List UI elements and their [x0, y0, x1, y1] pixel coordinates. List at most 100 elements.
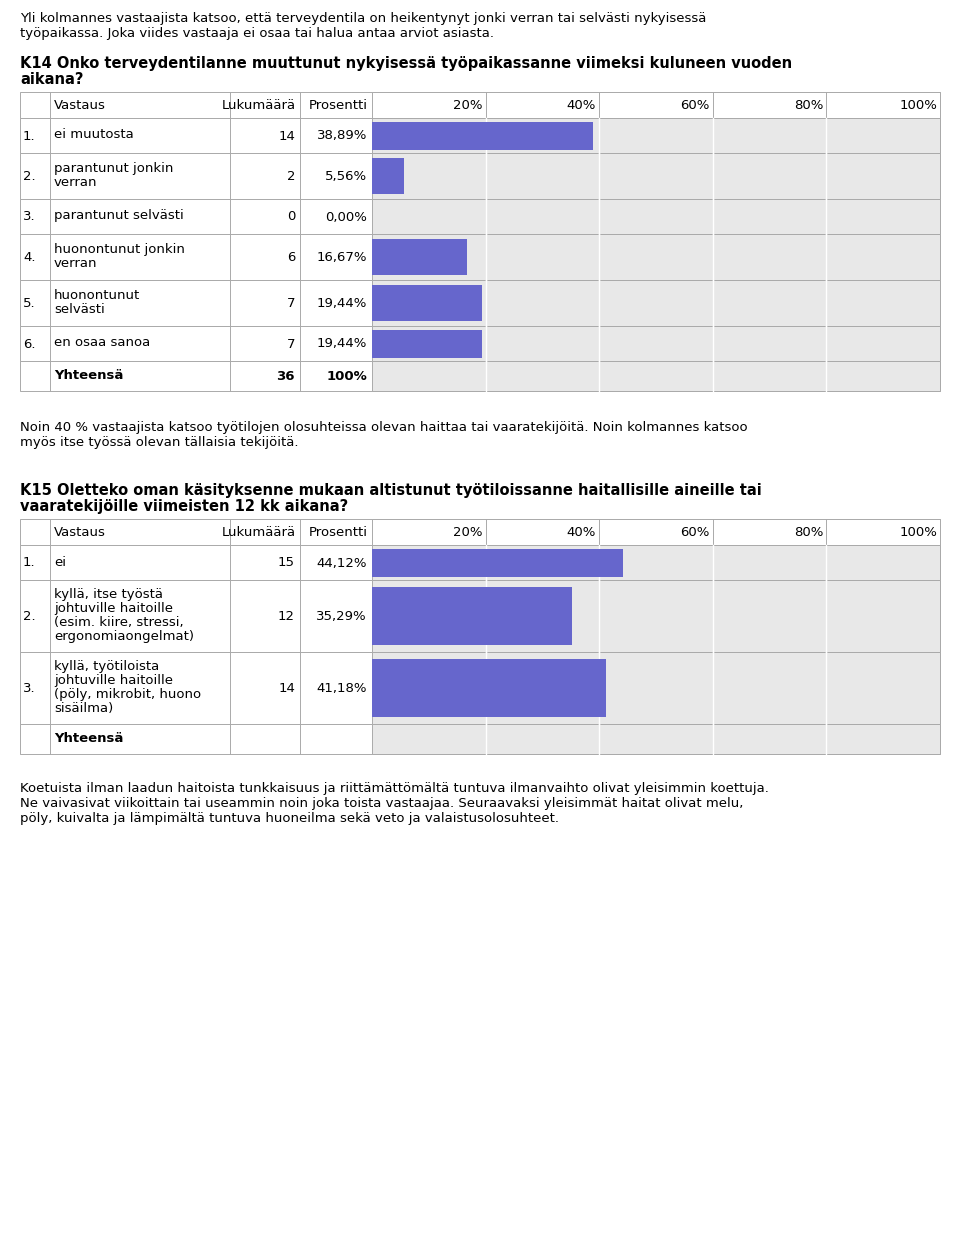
Text: aikana?: aikana?	[20, 72, 84, 86]
Text: 100%: 100%	[326, 370, 367, 383]
Text: Lukumäärä: Lukumäärä	[222, 526, 296, 538]
Text: K14 Onko terveydentilanne muuttunut nykyisessä työpaikassanne viimeksi kuluneen : K14 Onko terveydentilanne muuttunut nyky…	[20, 56, 792, 70]
Text: kyllä, työtiloista: kyllä, työtiloista	[54, 659, 159, 673]
Bar	[20, 326, 940, 361]
Bar	[372, 545, 940, 580]
Text: 60%: 60%	[681, 526, 709, 538]
Text: 14: 14	[278, 682, 295, 695]
Text: sisäilma): sisäilma)	[54, 701, 113, 715]
Bar	[372, 330, 483, 357]
Text: 4.: 4.	[23, 251, 36, 264]
Bar	[372, 652, 940, 724]
Text: 1.: 1.	[23, 130, 36, 142]
Bar	[372, 361, 940, 391]
Text: 16,67%: 16,67%	[317, 251, 367, 264]
Text: 0: 0	[287, 210, 295, 224]
Text: 41,18%: 41,18%	[317, 682, 367, 695]
Text: 3.: 3.	[23, 210, 36, 224]
Text: 44,12%: 44,12%	[317, 557, 367, 569]
Bar	[372, 519, 940, 545]
Text: 12: 12	[278, 610, 295, 622]
Text: 100%: 100%	[900, 99, 937, 112]
Bar	[372, 121, 593, 149]
Bar	[372, 659, 606, 716]
Text: 2: 2	[286, 170, 295, 183]
Text: K15 Oletteko oman käsityksenne mukaan altistunut työtiloissanne haitallisille ai: K15 Oletteko oman käsityksenne mukaan al…	[20, 483, 761, 498]
Text: 35,29%: 35,29%	[317, 610, 367, 622]
Text: selvästi: selvästi	[54, 303, 105, 316]
Text: Yhteensä: Yhteensä	[54, 732, 124, 745]
Text: 6.: 6.	[23, 337, 36, 351]
Text: 36: 36	[276, 370, 295, 383]
Text: verran: verran	[54, 177, 98, 189]
Text: 1.: 1.	[23, 557, 36, 569]
Text: 40%: 40%	[566, 99, 596, 112]
Bar	[20, 724, 940, 755]
Text: 40%: 40%	[566, 526, 596, 538]
Text: (esim. kiire, stressi,: (esim. kiire, stressi,	[54, 616, 183, 629]
Text: parantunut jonkin: parantunut jonkin	[54, 162, 174, 175]
Bar	[372, 587, 572, 645]
Text: verran: verran	[54, 257, 98, 270]
Text: ergonomiaongelmat): ergonomiaongelmat)	[54, 630, 194, 643]
Text: 0,00%: 0,00%	[325, 210, 367, 224]
Text: 6: 6	[287, 251, 295, 264]
Bar	[20, 361, 940, 391]
Bar	[372, 548, 623, 577]
Text: 20%: 20%	[453, 99, 483, 112]
Text: 3.: 3.	[23, 682, 36, 695]
Text: 80%: 80%	[794, 99, 824, 112]
Bar	[372, 280, 940, 326]
Text: Yhteensä: Yhteensä	[54, 369, 124, 382]
Text: Koetuista ilman laadun haitoista tunkkaisuus ja riittämättömältä tuntuva ilmanva: Koetuista ilman laadun haitoista tunkkai…	[20, 782, 769, 825]
Bar	[20, 545, 940, 580]
Text: johtuville haitoille: johtuville haitoille	[54, 674, 173, 687]
Bar	[372, 580, 940, 652]
Text: Vastaus: Vastaus	[54, 526, 106, 538]
Text: 5,56%: 5,56%	[324, 170, 367, 183]
Bar	[372, 326, 940, 361]
Bar	[20, 519, 940, 545]
Bar	[20, 280, 940, 326]
Text: 7: 7	[286, 337, 295, 351]
Text: Noin 40 % vastaajista katsoo työtilojen olosuhteissa olevan haittaa tai vaaratek: Noin 40 % vastaajista katsoo työtilojen …	[20, 421, 748, 450]
Text: 2.: 2.	[23, 170, 36, 183]
Text: huonontunut: huonontunut	[54, 289, 140, 303]
Bar	[20, 652, 940, 724]
Bar	[20, 233, 940, 280]
Text: Prosentti: Prosentti	[309, 526, 368, 538]
Text: 100%: 100%	[900, 526, 937, 538]
Text: ei muutosta: ei muutosta	[54, 128, 133, 142]
Text: Lukumäärä: Lukumäärä	[222, 99, 296, 112]
Bar	[20, 580, 940, 652]
Text: 20%: 20%	[453, 526, 483, 538]
Text: kyllä, itse työstä: kyllä, itse työstä	[54, 588, 163, 601]
Text: (pöly, mikrobit, huono: (pöly, mikrobit, huono	[54, 688, 202, 701]
Text: Vastaus: Vastaus	[54, 99, 106, 112]
Text: 80%: 80%	[794, 526, 824, 538]
Text: 14: 14	[278, 130, 295, 142]
Bar	[20, 91, 940, 119]
Bar	[20, 119, 940, 153]
Bar	[372, 724, 940, 755]
Text: Prosentti: Prosentti	[309, 99, 368, 112]
Bar	[20, 153, 940, 199]
Bar	[20, 199, 940, 233]
Text: en osaa sanoa: en osaa sanoa	[54, 336, 151, 350]
Text: 7: 7	[286, 296, 295, 310]
Text: vaaratekijöille viimeisten 12 kk aikana?: vaaratekijöille viimeisten 12 kk aikana?	[20, 499, 348, 514]
Text: huonontunut jonkin: huonontunut jonkin	[54, 243, 185, 256]
Bar	[372, 199, 940, 233]
Text: johtuville haitoille: johtuville haitoille	[54, 601, 173, 615]
Bar	[372, 153, 940, 199]
Text: 38,89%: 38,89%	[317, 130, 367, 142]
Text: parantunut selvästi: parantunut selvästi	[54, 210, 183, 222]
Bar	[372, 91, 940, 119]
Text: Yli kolmannes vastaajista katsoo, että terveydentila on heikentynyt jonki verran: Yli kolmannes vastaajista katsoo, että t…	[20, 12, 707, 40]
Bar	[372, 238, 467, 275]
Text: 15: 15	[278, 557, 295, 569]
Text: 19,44%: 19,44%	[317, 296, 367, 310]
Bar	[372, 158, 403, 194]
Text: 19,44%: 19,44%	[317, 337, 367, 351]
Text: 2.: 2.	[23, 610, 36, 622]
